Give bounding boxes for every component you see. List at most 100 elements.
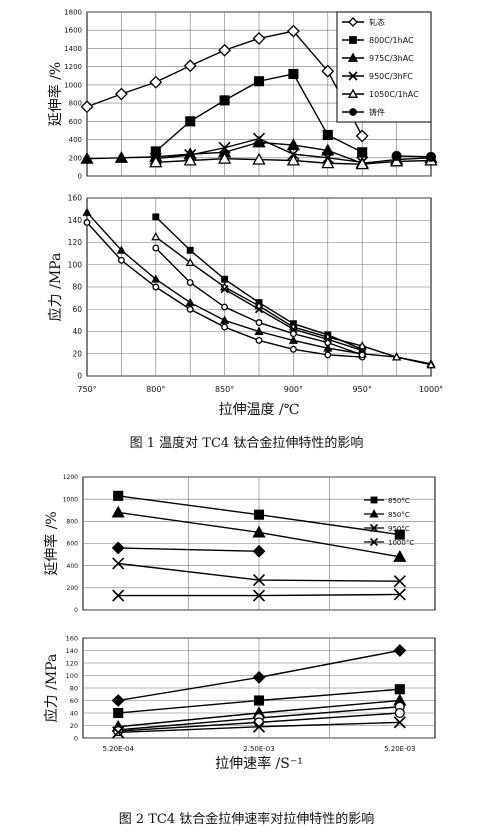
data-point — [113, 490, 124, 501]
legend-item: 975C/3hAC — [342, 52, 414, 63]
data-point — [252, 720, 266, 733]
data-point — [289, 330, 297, 338]
legend-item: 轧态 — [342, 17, 385, 27]
x-axis-label: 拉伸温度 /℃ — [219, 402, 300, 418]
y-tick-label: 0 — [74, 607, 78, 614]
y-axis-label: 延伸率 /% — [47, 62, 64, 126]
data-point — [255, 336, 263, 344]
data-point — [185, 257, 195, 266]
legend-marker — [349, 108, 357, 116]
x-tick-label: 800° — [146, 385, 165, 394]
y-tick-label: 160 — [68, 194, 83, 203]
series-5 — [111, 541, 266, 558]
data-point — [355, 129, 369, 143]
y-tick-label: 1400 — [64, 45, 82, 53]
data-point — [217, 151, 232, 164]
legend-marker — [369, 523, 379, 533]
x-axis-label: 拉伸速率 /S⁻¹ — [215, 755, 303, 772]
data-point — [391, 150, 402, 162]
data-point — [221, 323, 229, 331]
y-tick-label: 100 — [68, 260, 83, 269]
data-point — [186, 246, 194, 254]
figure-1-caption: 图 1 温度对 TC4 钛合金拉伸特性的影响 — [129, 436, 364, 451]
legend-item: 850°C — [364, 509, 410, 519]
series-2 — [111, 505, 407, 562]
data-point — [355, 157, 369, 170]
y-tick-label: 1600 — [64, 27, 82, 35]
data-point — [394, 707, 405, 719]
data-point — [357, 147, 368, 158]
legend-label: 850°C — [388, 497, 410, 505]
legend-label: 850°C — [388, 511, 410, 519]
y-tick-label: 1000 — [64, 81, 82, 89]
y-tick-label: 40 — [70, 709, 78, 717]
data-point — [112, 726, 125, 739]
y-tick-label: 120 — [66, 659, 78, 667]
data-point — [183, 153, 197, 166]
legend-item: 800C/1hAC — [342, 36, 414, 45]
series-1 — [111, 644, 407, 707]
data-point — [113, 707, 124, 719]
data-point — [252, 670, 266, 684]
data-point — [391, 352, 402, 361]
data-point — [286, 24, 300, 38]
y-tick-label: 80 — [70, 684, 78, 692]
series-2 — [113, 684, 405, 719]
y-tick-label: 1200 — [63, 474, 78, 481]
data-point — [183, 59, 197, 73]
y-tick-label: 60 — [70, 697, 78, 705]
data-point — [252, 589, 266, 602]
data-point — [393, 588, 406, 601]
data-point — [152, 283, 160, 291]
y-tick-label: 400 — [67, 563, 79, 570]
legend-marker — [370, 496, 378, 504]
chart-elongation-vs-rate: 0 200 400 600 800 1000 1200 延伸率 /% 850°C 850°C 950… — [43, 474, 436, 614]
data-point — [185, 116, 196, 127]
data-point — [114, 87, 128, 101]
data-point — [324, 351, 332, 359]
data-point — [252, 132, 266, 145]
data-point — [253, 509, 265, 520]
y-axis-label: 应力 /MPa — [43, 654, 60, 723]
data-point — [254, 326, 264, 335]
legend-item: 950C/3hFC — [342, 71, 413, 81]
y-tick-label: 60 — [72, 305, 82, 314]
data-point — [252, 574, 266, 587]
data-point — [357, 341, 367, 350]
data-point — [393, 716, 406, 729]
x-tick-label: 900° — [284, 385, 303, 394]
legend-label: 铸件 — [369, 107, 385, 117]
legend-item: 铸件 — [342, 107, 385, 117]
y-axis-label: 延伸率 /% — [43, 511, 60, 575]
data-point — [80, 100, 94, 114]
y-tick-label: 200 — [69, 154, 82, 162]
legend-label: 1000°C — [388, 539, 414, 547]
legend-label: 1050C/1hAC — [369, 90, 419, 99]
data-point — [394, 684, 405, 695]
y-tick-label: 200 — [67, 585, 79, 592]
legend-item: 950°C — [364, 523, 410, 533]
data-point — [323, 343, 333, 352]
data-point — [253, 717, 265, 728]
legend-marker — [369, 537, 379, 547]
y-tick-label: 140 — [68, 216, 83, 225]
series-6 — [391, 150, 437, 162]
legend-label: 800C/1hAC — [369, 36, 414, 45]
x-tick-label: 5.20E-03 — [384, 745, 415, 753]
data-point — [111, 541, 125, 555]
legend-label: 950°C — [388, 525, 410, 533]
y-tick-label: 160 — [66, 634, 78, 642]
data-point — [80, 151, 94, 164]
legend-label: 轧态 — [369, 17, 385, 27]
legend-item: 1050C/1hAC — [342, 88, 419, 99]
data-point — [321, 143, 335, 156]
data-point — [394, 529, 405, 540]
data-point — [289, 325, 298, 334]
series-3 — [112, 557, 406, 588]
series-line — [396, 155, 432, 158]
data-point — [288, 68, 299, 80]
data-point — [252, 152, 266, 165]
data-point — [252, 525, 266, 538]
data-point — [111, 694, 125, 707]
x-tick-label: 2.50E-03 — [243, 745, 274, 753]
